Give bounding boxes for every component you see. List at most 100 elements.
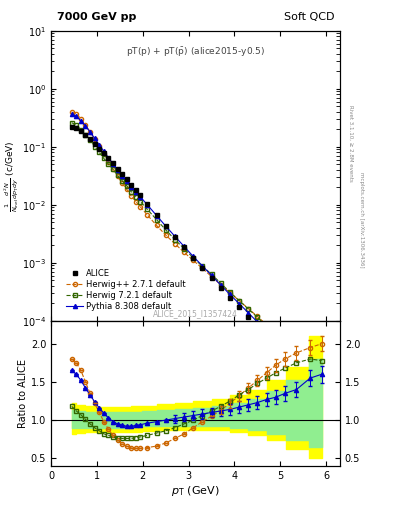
Herwig 7.2.1 default bbox=[125, 183, 129, 189]
Text: Soft QCD: Soft QCD bbox=[284, 12, 334, 22]
Pythia 8.308 default bbox=[228, 291, 232, 297]
ALICE bbox=[237, 305, 241, 311]
Herwig++ 2.7.1 default bbox=[246, 306, 251, 312]
Herwig 7.2.1 default bbox=[154, 217, 159, 223]
Pythia 8.308 default bbox=[88, 129, 92, 135]
ALICE bbox=[182, 244, 186, 250]
Herwig++ 2.7.1 default bbox=[154, 222, 159, 228]
Herwig++ 2.7.1 default bbox=[319, 373, 324, 379]
Herwig 7.2.1 default bbox=[115, 172, 120, 178]
Pythia 8.308 default bbox=[74, 113, 79, 119]
ALICE bbox=[120, 171, 125, 177]
Y-axis label: Ratio to ALICE: Ratio to ALICE bbox=[18, 359, 28, 428]
Herwig 7.2.1 default bbox=[209, 271, 214, 277]
ALICE bbox=[255, 324, 260, 330]
Herwig++ 2.7.1 default bbox=[74, 111, 79, 117]
Herwig++ 2.7.1 default bbox=[101, 151, 106, 157]
Herwig++ 2.7.1 default bbox=[237, 297, 241, 304]
ALICE bbox=[106, 155, 111, 161]
ALICE bbox=[92, 141, 97, 147]
Pythia 8.308 default bbox=[274, 336, 278, 343]
ALICE bbox=[228, 295, 232, 301]
Herwig 7.2.1 default bbox=[145, 206, 150, 212]
ALICE bbox=[154, 212, 159, 218]
Herwig 7.2.1 default bbox=[283, 339, 287, 346]
Herwig 7.2.1 default bbox=[101, 155, 106, 161]
Herwig++ 2.7.1 default bbox=[111, 166, 116, 172]
Herwig++ 2.7.1 default bbox=[115, 173, 120, 179]
ALICE bbox=[274, 344, 278, 350]
ALICE bbox=[134, 187, 138, 193]
Herwig 7.2.1 default bbox=[120, 178, 125, 184]
Herwig 7.2.1 default bbox=[191, 255, 196, 261]
Herwig++ 2.7.1 default bbox=[308, 360, 312, 367]
Pythia 8.308 default bbox=[182, 243, 186, 249]
X-axis label: $p_{\rm T}$ (GeV): $p_{\rm T}$ (GeV) bbox=[171, 483, 220, 498]
Herwig 7.2.1 default bbox=[79, 126, 83, 133]
Herwig 7.2.1 default bbox=[182, 246, 186, 252]
Line: Pythia 8.308 default: Pythia 8.308 default bbox=[70, 112, 324, 387]
Herwig++ 2.7.1 default bbox=[69, 109, 74, 115]
Herwig 7.2.1 default bbox=[255, 314, 260, 321]
Herwig 7.2.1 default bbox=[106, 161, 111, 167]
Pythia 8.308 default bbox=[264, 329, 269, 335]
Pythia 8.308 default bbox=[237, 301, 241, 307]
Herwig 7.2.1 default bbox=[319, 376, 324, 382]
Text: 7000 GeV pp: 7000 GeV pp bbox=[57, 12, 136, 22]
Herwig++ 2.7.1 default bbox=[145, 212, 150, 218]
Herwig++ 2.7.1 default bbox=[97, 143, 102, 150]
Text: Rivet 3.1.10, ≥ 2.8M events: Rivet 3.1.10, ≥ 2.8M events bbox=[349, 105, 353, 182]
Herwig 7.2.1 default bbox=[163, 227, 168, 233]
Pythia 8.308 default bbox=[92, 135, 97, 141]
Pythia 8.308 default bbox=[134, 189, 138, 195]
Herwig++ 2.7.1 default bbox=[294, 348, 299, 354]
Pythia 8.308 default bbox=[97, 142, 102, 148]
ALICE bbox=[88, 136, 92, 142]
Pythia 8.308 default bbox=[294, 355, 299, 361]
Pythia 8.308 default bbox=[200, 263, 205, 269]
Pythia 8.308 default bbox=[111, 161, 116, 167]
Pythia 8.308 default bbox=[246, 310, 251, 316]
Pythia 8.308 default bbox=[209, 272, 214, 279]
ALICE bbox=[191, 255, 196, 261]
Herwig 7.2.1 default bbox=[237, 297, 241, 304]
Herwig++ 2.7.1 default bbox=[106, 159, 111, 165]
ALICE bbox=[264, 334, 269, 340]
Herwig 7.2.1 default bbox=[246, 306, 251, 312]
ALICE bbox=[97, 145, 102, 152]
Herwig 7.2.1 default bbox=[219, 280, 223, 286]
Text: pT(p) + pT($\bar{\rm p}$) (alice2015-y0.5): pT(p) + pT($\bar{\rm p}$) (alice2015-y0.… bbox=[126, 45, 265, 58]
Pythia 8.308 default bbox=[163, 223, 168, 229]
Herwig 7.2.1 default bbox=[83, 132, 88, 138]
Herwig 7.2.1 default bbox=[200, 263, 205, 269]
Herwig++ 2.7.1 default bbox=[83, 122, 88, 128]
Herwig 7.2.1 default bbox=[69, 120, 74, 126]
Herwig++ 2.7.1 default bbox=[264, 322, 269, 328]
ALICE bbox=[125, 176, 129, 182]
ALICE bbox=[294, 364, 299, 370]
Pythia 8.308 default bbox=[69, 111, 74, 117]
Herwig++ 2.7.1 default bbox=[228, 290, 232, 296]
Herwig 7.2.1 default bbox=[97, 150, 102, 156]
ALICE bbox=[69, 124, 74, 130]
Herwig 7.2.1 default bbox=[88, 137, 92, 143]
Herwig 7.2.1 default bbox=[173, 237, 177, 243]
Herwig++ 2.7.1 default bbox=[120, 180, 125, 186]
ALICE bbox=[74, 125, 79, 131]
Herwig 7.2.1 default bbox=[228, 289, 232, 295]
Herwig 7.2.1 default bbox=[294, 349, 299, 355]
Pythia 8.308 default bbox=[308, 367, 312, 373]
Herwig 7.2.1 default bbox=[111, 166, 116, 173]
Text: ALICE_2015_I1357424: ALICE_2015_I1357424 bbox=[153, 309, 238, 318]
ALICE bbox=[308, 377, 312, 383]
ALICE bbox=[163, 223, 168, 229]
Pythia 8.308 default bbox=[115, 167, 120, 173]
ALICE bbox=[83, 132, 88, 138]
Pythia 8.308 default bbox=[173, 233, 177, 240]
Herwig 7.2.1 default bbox=[274, 331, 278, 337]
Line: Herwig 7.2.1 default: Herwig 7.2.1 default bbox=[70, 121, 324, 381]
Pythia 8.308 default bbox=[138, 194, 143, 200]
ALICE bbox=[79, 128, 83, 134]
Pythia 8.308 default bbox=[83, 123, 88, 129]
Herwig++ 2.7.1 default bbox=[191, 258, 196, 264]
